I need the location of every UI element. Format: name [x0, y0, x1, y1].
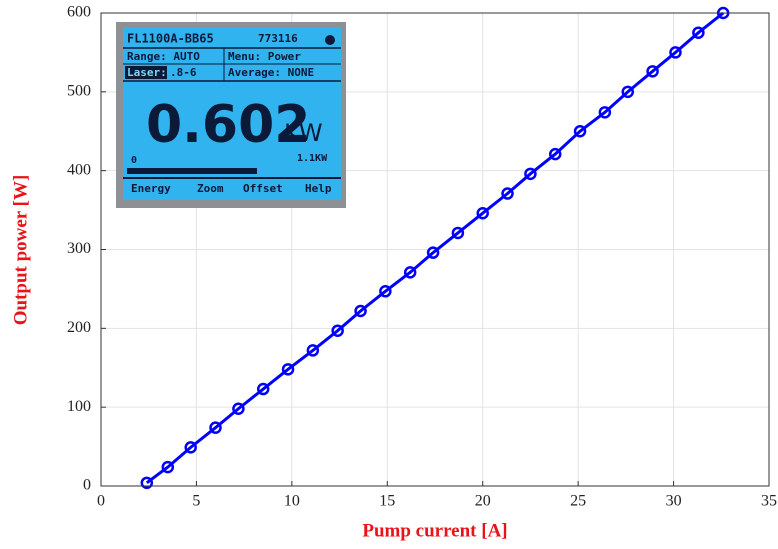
button: Offset	[243, 182, 283, 195]
x-tick-label: 35	[761, 493, 777, 510]
y-tick-label: 500	[67, 83, 91, 100]
y-tick-label: 300	[67, 240, 91, 257]
highlight	[125, 66, 167, 79]
x-tick-label: 15	[379, 493, 395, 510]
laser-value: .8-6	[170, 66, 197, 79]
level-bar	[127, 168, 257, 174]
marker	[426, 246, 440, 259]
series	[140, 6, 730, 490]
button: Zoom	[197, 182, 224, 195]
marker	[209, 421, 222, 434]
range: Range: AUTO	[127, 50, 200, 63]
marker	[232, 402, 245, 415]
x-tick-label: 20	[475, 493, 491, 510]
marker	[354, 304, 367, 318]
y-tick-label: 100	[67, 398, 91, 415]
scale-min: 0	[131, 155, 137, 166]
marker	[524, 167, 537, 181]
icon	[325, 35, 335, 45]
marker	[548, 147, 562, 161]
x-tick-label: 30	[666, 493, 682, 510]
y-tick-label: 200	[67, 319, 91, 336]
marker	[573, 125, 587, 138]
scale-max: 1.1KW	[297, 153, 328, 164]
plot-frame	[100, 12, 770, 487]
x-tick-label: 0	[97, 493, 105, 510]
y-tick-label: 400	[67, 161, 91, 178]
reading: 0.602	[146, 95, 310, 155]
y-axis-label: Output power [W]	[10, 175, 31, 326]
marker	[646, 65, 659, 78]
marker	[476, 206, 489, 220]
marker	[281, 363, 295, 376]
marker	[501, 187, 514, 200]
x-axis-label: Pump current [A]	[362, 520, 507, 541]
inset-photo: FL1100A-BB65 773116 Range: AUTO Menu: Po…	[116, 22, 346, 208]
marker	[403, 266, 417, 279]
marker	[621, 85, 635, 99]
marker	[256, 382, 270, 396]
y-tick-label: 600	[67, 4, 91, 21]
model: FL1100A-BB65	[127, 32, 214, 46]
button: Help	[305, 182, 332, 195]
marker	[184, 441, 197, 454]
laser: Laser:	[127, 66, 167, 79]
unit: KW	[284, 119, 323, 147]
line	[145, 11, 725, 485]
marker	[451, 226, 465, 240]
menu: Menu: Power	[228, 50, 301, 63]
marker	[161, 460, 175, 474]
marker	[331, 324, 344, 337]
x-tick-label: 25	[570, 493, 586, 510]
marker	[379, 285, 392, 298]
x-tick-label: 10	[284, 493, 300, 510]
marker	[669, 46, 682, 59]
marker	[692, 26, 705, 39]
average: Average: NONE	[228, 66, 314, 79]
marker	[306, 344, 320, 357]
marker	[598, 106, 612, 119]
serial: 773116	[258, 32, 298, 45]
y-tick-label: 0	[83, 477, 91, 494]
button: Energy	[131, 182, 171, 195]
x-tick-label: 5	[192, 493, 200, 510]
marker	[140, 476, 154, 490]
